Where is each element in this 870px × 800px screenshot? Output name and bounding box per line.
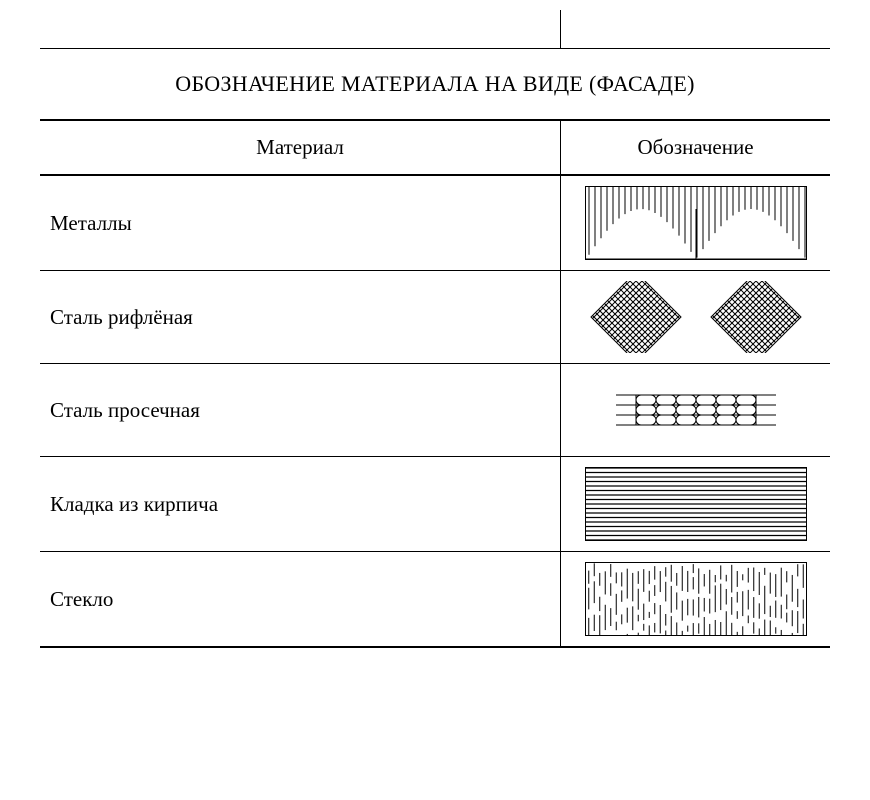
material-swatch	[561, 175, 831, 271]
material-label: Стекло	[40, 552, 561, 648]
title-row: ОБОЗНАЧЕНИЕ МАТЕРИАЛА НА ВИДЕ (ФАСАДЕ)	[40, 49, 830, 121]
material-swatch	[561, 271, 831, 364]
material-label: Кладка из кирпича	[40, 457, 561, 552]
header-row: Материал Обозначение	[40, 120, 830, 175]
table-title: ОБОЗНАЧЕНИЕ МАТЕРИАЛА НА ВИДЕ (ФАСАДЕ)	[40, 49, 830, 121]
table-row: Кладка из кирпича	[40, 457, 830, 552]
top-separator	[40, 10, 830, 49]
material-swatch	[561, 457, 831, 552]
table-row: Металлы	[40, 175, 830, 271]
materials-table: ОБОЗНАЧЕНИЕ МАТЕРИАЛА НА ВИДЕ (ФАСАДЕ) М…	[40, 10, 830, 648]
material-label: Сталь рифлёная	[40, 271, 561, 364]
material-swatch	[561, 552, 831, 648]
header-designation: Обозначение	[561, 120, 831, 175]
table-row: Сталь просечная	[40, 364, 830, 457]
material-swatch	[561, 364, 831, 457]
material-label: Сталь просечная	[40, 364, 561, 457]
table-row: Сталь рифлёная	[40, 271, 830, 364]
material-label: Металлы	[40, 175, 561, 271]
header-material: Материал	[40, 120, 561, 175]
table-row: Стекло	[40, 552, 830, 648]
